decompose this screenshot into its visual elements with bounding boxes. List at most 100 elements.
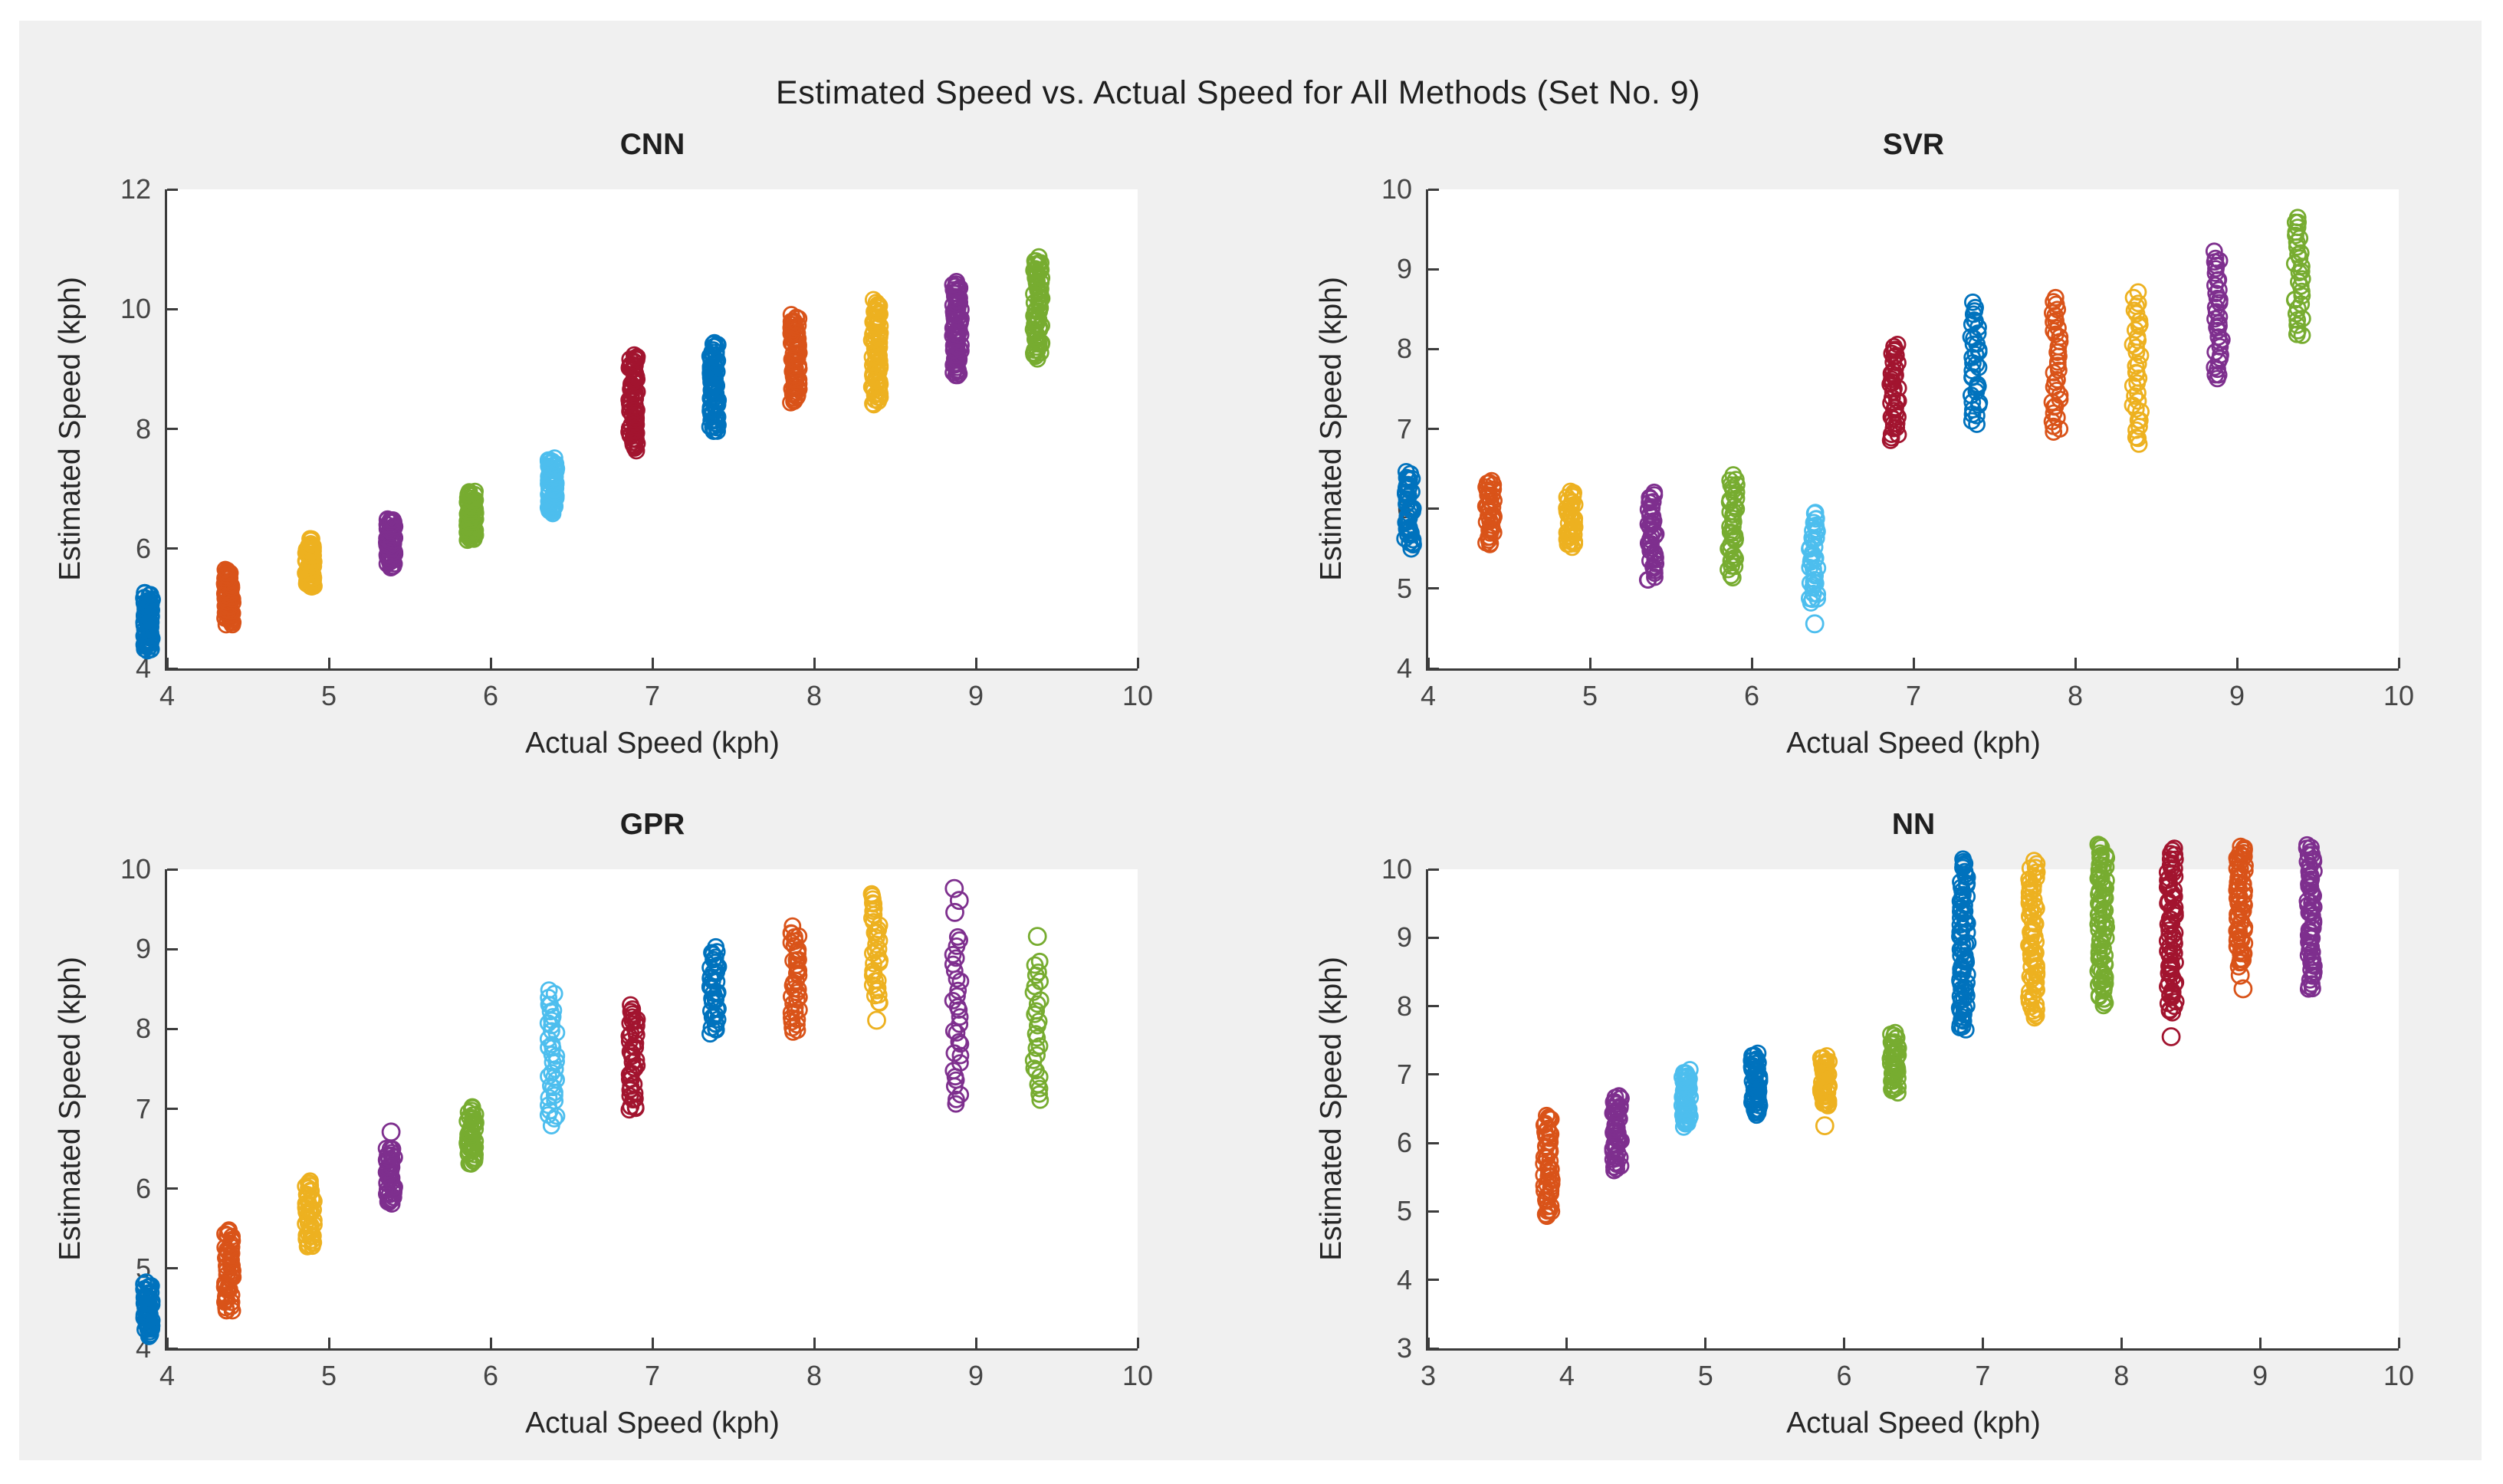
y-tick-label: 5: [1396, 572, 1412, 604]
y-tick: [167, 667, 178, 670]
x-tick: [2397, 658, 2400, 668]
x-tick-label: 4: [1420, 680, 1437, 711]
x-tick-label: 10: [1122, 680, 1154, 711]
y-tick: [1428, 428, 1439, 430]
subplot-title-nn: NN: [1891, 808, 1936, 841]
y-tick: [1428, 1005, 1439, 1008]
plot-area-svr: [1426, 189, 2399, 671]
y-tick: [167, 188, 178, 191]
y-tick-label: 6: [135, 532, 151, 564]
x-tick: [489, 1338, 492, 1348]
y-tick: [167, 307, 178, 310]
x-tick-label: 6: [482, 680, 499, 711]
x-tick-label: 9: [2229, 680, 2245, 711]
y-tick: [1428, 1073, 1439, 1076]
x-tick-label: 8: [2067, 680, 2084, 711]
x-tick-label: 9: [2252, 1360, 2268, 1391]
y-tick-label: 8: [135, 412, 151, 445]
y-tick: [167, 1027, 178, 1030]
x-tick: [2397, 1338, 2400, 1348]
y-tick-label: 9: [135, 933, 151, 965]
subplot-title-cnn: CNN: [619, 128, 685, 161]
subplot-title-svr: SVR: [1882, 128, 1945, 161]
x-tick: [1981, 1338, 1984, 1348]
x-tick: [166, 1338, 169, 1348]
x-tick-label: 6: [1836, 1360, 1852, 1391]
y-tick-label: 7: [1396, 412, 1412, 445]
plot-area-gpr: [165, 869, 1138, 1351]
x-tick: [651, 1338, 654, 1348]
x-tick-label: 6: [482, 1360, 499, 1391]
x-tick: [1704, 1338, 1707, 1348]
x-tick: [1427, 658, 1430, 668]
y-tick-label: 10: [1381, 173, 1412, 205]
y-tick: [1428, 1210, 1439, 1213]
x-tick-label: 9: [967, 680, 984, 711]
x-tick: [1136, 658, 1139, 668]
y-tick-label: 12: [120, 173, 151, 205]
x-axis-label-gpr: Actual Speed (kph): [525, 1407, 780, 1440]
y-tick-label: 7: [1396, 1058, 1412, 1090]
y-tick: [1428, 667, 1439, 670]
y-tick: [1428, 1141, 1439, 1144]
y-tick-label: 8: [1396, 333, 1412, 365]
y-tick: [1428, 347, 1439, 350]
y-axis-label-svr: Estimated Speed (kph): [1315, 277, 1348, 581]
x-tick: [327, 658, 330, 668]
x-tick: [166, 658, 169, 668]
x-tick-label: 3: [1420, 1360, 1437, 1391]
x-tick: [327, 1338, 330, 1348]
x-tick: [2074, 658, 2077, 668]
x-tick: [2258, 1338, 2262, 1348]
y-tick: [1428, 936, 1439, 939]
x-tick-label: 10: [2383, 680, 2415, 711]
y-tick-label: 4: [1396, 1263, 1412, 1295]
y-tick: [167, 428, 178, 430]
y-axis-label-nn: Estimated Speed (kph): [1315, 957, 1348, 1261]
x-tick: [813, 1338, 816, 1348]
x-tick: [2120, 1338, 2123, 1348]
x-tick: [974, 1338, 977, 1348]
y-tick: [1428, 1347, 1439, 1350]
x-tick: [974, 658, 977, 668]
x-axis-label-cnn: Actual Speed (kph): [525, 727, 780, 760]
x-tick-label: 5: [320, 680, 337, 711]
x-tick-label: 8: [806, 1360, 823, 1391]
y-axis-label-gpr: Estimated Speed (kph): [54, 957, 87, 1261]
x-tick-label: 8: [806, 680, 823, 711]
y-tick: [167, 1187, 178, 1190]
y-tick: [1428, 188, 1439, 191]
y-tick-label: 6: [1396, 1127, 1412, 1159]
y-tick-label: 5: [1396, 1195, 1412, 1227]
y-tick-label: 10: [120, 293, 151, 325]
x-tick: [1565, 1338, 1568, 1348]
y-tick-label: 3: [1396, 1332, 1412, 1364]
plot-area-cnn: [165, 189, 1138, 671]
x-tick-label: 4: [1559, 1360, 1575, 1391]
y-tick-label: 10: [120, 853, 151, 885]
figure-suptitle: Estimated Speed vs. Actual Speed for All…: [776, 74, 1700, 111]
plot-area-nn: [1426, 869, 2399, 1351]
x-tick-label: 8: [2114, 1360, 2130, 1391]
y-tick: [1428, 507, 1439, 511]
x-tick: [1912, 658, 1915, 668]
x-axis-label-svr: Actual Speed (kph): [1786, 727, 2041, 760]
y-tick: [167, 547, 178, 550]
x-tick-label: 9: [967, 1360, 984, 1391]
x-tick: [1843, 1338, 1846, 1348]
x-tick-label: 10: [2383, 1360, 2415, 1391]
y-tick: [1428, 1279, 1439, 1282]
x-tick-label: 6: [1743, 680, 1760, 711]
y-tick: [167, 1347, 178, 1350]
y-tick-label: 9: [1396, 921, 1412, 954]
x-tick-label: 4: [159, 680, 176, 711]
y-tick-label: 8: [1396, 990, 1412, 1022]
x-tick-label: 4: [159, 1360, 176, 1391]
x-tick-label: 10: [1122, 1360, 1154, 1391]
y-tick: [167, 1108, 178, 1110]
x-tick-label: 7: [644, 680, 661, 711]
y-tick: [167, 947, 178, 950]
x-tick: [489, 658, 492, 668]
x-tick-label: 5: [1697, 1360, 1713, 1391]
